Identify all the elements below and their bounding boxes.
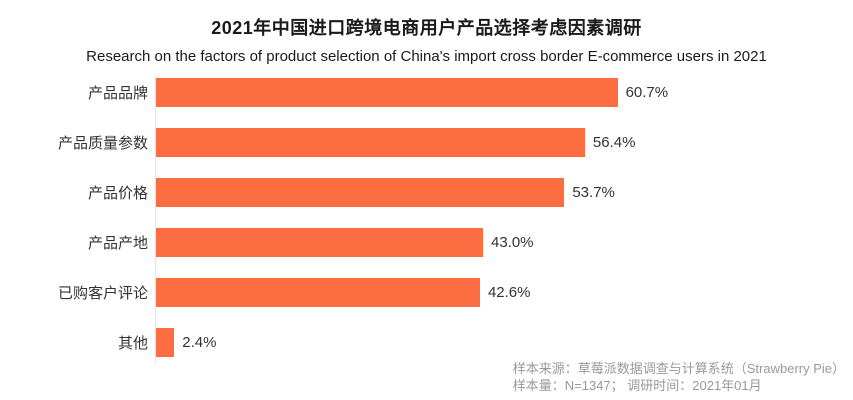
chart-subtitle: Research on the factors of product selec…	[86, 48, 767, 65]
bar	[156, 127, 585, 157]
category-label: 已购客户评论	[57, 284, 148, 302]
source-line: 样本来源：草莓派数据调查与计算系统（Strawberry Pie）	[512, 361, 845, 376]
value-label: 53.7%	[572, 183, 615, 201]
bar	[156, 177, 565, 207]
value-label: 43.0%	[490, 233, 534, 251]
bar-track: 42.6%	[156, 277, 848, 307]
value-label: 60.7%	[625, 83, 669, 101]
category-label: 产品品牌	[87, 84, 148, 102]
bar-row: 产品品牌 60.7%	[0, 67, 848, 117]
category-label: 产品产地	[87, 234, 148, 252]
bar-track: 43.0%	[156, 227, 848, 257]
bar-row: 其他 2.4%	[0, 317, 848, 367]
bar-track: 56.4%	[156, 127, 848, 157]
value-label: 56.4%	[592, 133, 636, 151]
bar-row: 产品价格 53.7%	[0, 167, 848, 217]
sample-line: 样本量：N=1347； 调研时间：2021年01月	[512, 378, 762, 393]
chart-title: 2021年中国进口跨境电商用户产品选择考虑因素调研	[211, 18, 642, 38]
bar-row: 产品产地 43.0%	[0, 217, 848, 267]
bar-track: 60.7%	[156, 77, 848, 107]
bar-rows: 产品品牌 60.7% 产品质量参数 56.4% 产品价格 53.7% 产品产地 43.0% 已购…	[0, 67, 848, 367]
value-label: 42.6%	[487, 283, 531, 301]
category-label: 产品价格	[87, 184, 148, 202]
bar-row: 已购客户评论 42.6%	[0, 267, 848, 317]
bar	[156, 227, 483, 257]
y-axis-line	[155, 75, 156, 365]
bar	[156, 277, 480, 307]
source-note: 样本来源：草莓派数据调查与计算系统（Strawberry Pie） 样本量：N=…	[513, 360, 845, 394]
value-label: 2.4%	[182, 333, 217, 351]
category-label: 其他	[117, 334, 148, 352]
bar	[156, 77, 618, 107]
bar	[156, 327, 175, 357]
horizontal-bar-chart: 产品品牌 60.7% 产品质量参数 56.4% 产品价格 53.7% 产品产地 43.0% 已购…	[0, 67, 853, 367]
category-label: 产品质量参数	[57, 134, 148, 152]
bar-row: 产品质量参数 56.4%	[0, 117, 848, 167]
bar-track: 2.4%	[156, 327, 848, 357]
bar-track: 53.7%	[156, 177, 848, 207]
